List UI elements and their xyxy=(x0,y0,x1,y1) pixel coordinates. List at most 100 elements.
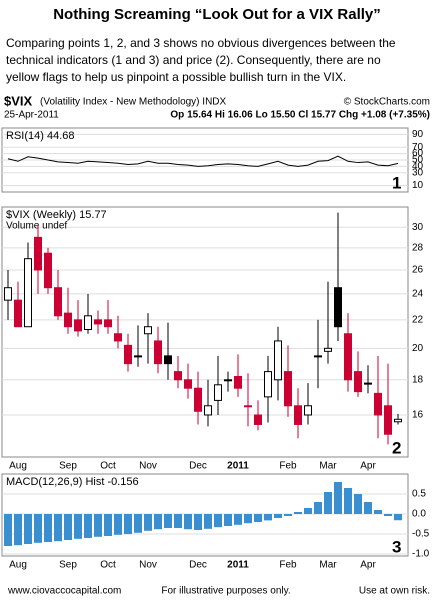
candle-body xyxy=(214,384,222,401)
x-tick-label: Nov xyxy=(139,560,157,571)
candle-body xyxy=(104,319,112,328)
candle-body xyxy=(294,405,302,425)
candle-body xyxy=(124,344,132,365)
y-tick-label: 40 xyxy=(412,161,424,172)
x-tick-label: Mar xyxy=(319,560,337,571)
x-tick-label: Feb xyxy=(279,560,297,571)
bar xyxy=(294,512,302,514)
bar xyxy=(284,514,292,516)
x-tick-label: Aug xyxy=(9,461,27,472)
bar xyxy=(354,494,362,514)
candle-body xyxy=(4,287,12,301)
candle-body xyxy=(224,379,232,382)
x-tick-label: Sep xyxy=(59,461,77,472)
candle-body xyxy=(44,252,52,289)
x-tick-label: 2011 xyxy=(227,461,249,472)
x-tick-label: Sep xyxy=(59,560,77,571)
candle-body xyxy=(344,333,352,381)
y-tick-label: 30 xyxy=(412,222,424,233)
candle-body xyxy=(254,414,262,425)
bar xyxy=(164,514,172,528)
candle-body xyxy=(14,299,22,328)
y-tick-label: 24 xyxy=(412,289,424,300)
bar xyxy=(204,514,212,529)
candle-body xyxy=(174,371,182,381)
annotation: 1 xyxy=(392,173,401,192)
candle-body xyxy=(394,418,402,423)
bar xyxy=(94,514,102,537)
candle-body xyxy=(164,355,172,365)
y-tick-label: -1.0 xyxy=(412,549,430,560)
candle-body xyxy=(234,375,242,389)
x-tick-label: Oct xyxy=(100,461,116,472)
bar xyxy=(344,488,352,514)
candle-body xyxy=(204,405,212,416)
bar xyxy=(274,514,282,518)
bar xyxy=(324,492,332,514)
candle-body xyxy=(84,315,92,331)
symbol: $VIX xyxy=(4,93,33,108)
x-tick-label: Dec xyxy=(189,560,207,571)
panel-title: $VIX (Weekly) 15.77 xyxy=(6,209,107,221)
candle-body xyxy=(54,287,62,317)
x-tick-label: Oct xyxy=(100,560,116,571)
footer-left: www.ciovaccocapital.com xyxy=(7,586,121,597)
y-tick-label: 16 xyxy=(412,410,424,421)
copyright: © StockCharts.com xyxy=(344,97,430,108)
candle-body xyxy=(194,387,202,412)
bar xyxy=(364,502,372,514)
candle-body xyxy=(24,258,32,328)
candle-body xyxy=(364,382,372,385)
candle-body xyxy=(284,371,292,407)
bar xyxy=(304,508,312,514)
panel xyxy=(1,473,409,557)
bar xyxy=(234,514,242,525)
bar xyxy=(44,514,52,542)
bar xyxy=(244,514,252,524)
candle-body xyxy=(384,405,392,435)
candle-body xyxy=(324,347,332,352)
footer-center: For illustrative purposes only. xyxy=(161,586,290,597)
candle-body xyxy=(114,333,122,342)
y-tick-label: 0.0 xyxy=(412,509,426,520)
x-tick-label: Dec xyxy=(189,461,207,472)
bar xyxy=(54,514,62,542)
bar xyxy=(334,482,342,514)
candle-body xyxy=(374,392,382,416)
candle-body xyxy=(34,236,42,271)
y-tick-label: 70 xyxy=(412,142,424,153)
text-line: technical indicators (1 and 3) and price… xyxy=(6,53,381,67)
y-tick-label: 90 xyxy=(412,129,424,140)
annotation: 2 xyxy=(392,438,401,457)
candle-body xyxy=(264,371,272,398)
candle-body xyxy=(304,405,312,416)
bar xyxy=(384,514,392,516)
candle-body xyxy=(94,319,102,325)
bar xyxy=(4,514,12,546)
candle-body xyxy=(314,355,322,358)
x-tick-label: Apr xyxy=(360,461,376,472)
y-tick-label: 0.5 xyxy=(412,489,426,500)
panel-title: MACD(12,26,9) Hist -0.156 xyxy=(6,476,139,488)
bar xyxy=(254,514,262,522)
y-tick-label: 18 xyxy=(412,374,424,385)
bar xyxy=(74,514,82,539)
bar xyxy=(264,514,272,521)
y-tick-label: -0.5 xyxy=(412,529,430,540)
candle-body xyxy=(154,340,162,365)
quote: Op 15.64 Hi 16.06 Lo 15.50 Cl 15.77 Chg … xyxy=(170,110,430,121)
bar xyxy=(314,502,322,514)
y-tick-label: 20 xyxy=(412,343,424,354)
bar xyxy=(184,514,192,530)
bar xyxy=(104,514,112,536)
candle-body xyxy=(144,326,152,335)
candle-body xyxy=(64,312,72,328)
bar xyxy=(154,514,162,530)
y-tick-label: 50 xyxy=(412,155,424,166)
bar xyxy=(124,514,132,534)
candle-body xyxy=(184,379,192,389)
x-tick-label: Nov xyxy=(139,461,157,472)
x-tick-label: Aug xyxy=(9,560,27,571)
candle-body xyxy=(354,371,362,393)
bar xyxy=(224,514,232,526)
